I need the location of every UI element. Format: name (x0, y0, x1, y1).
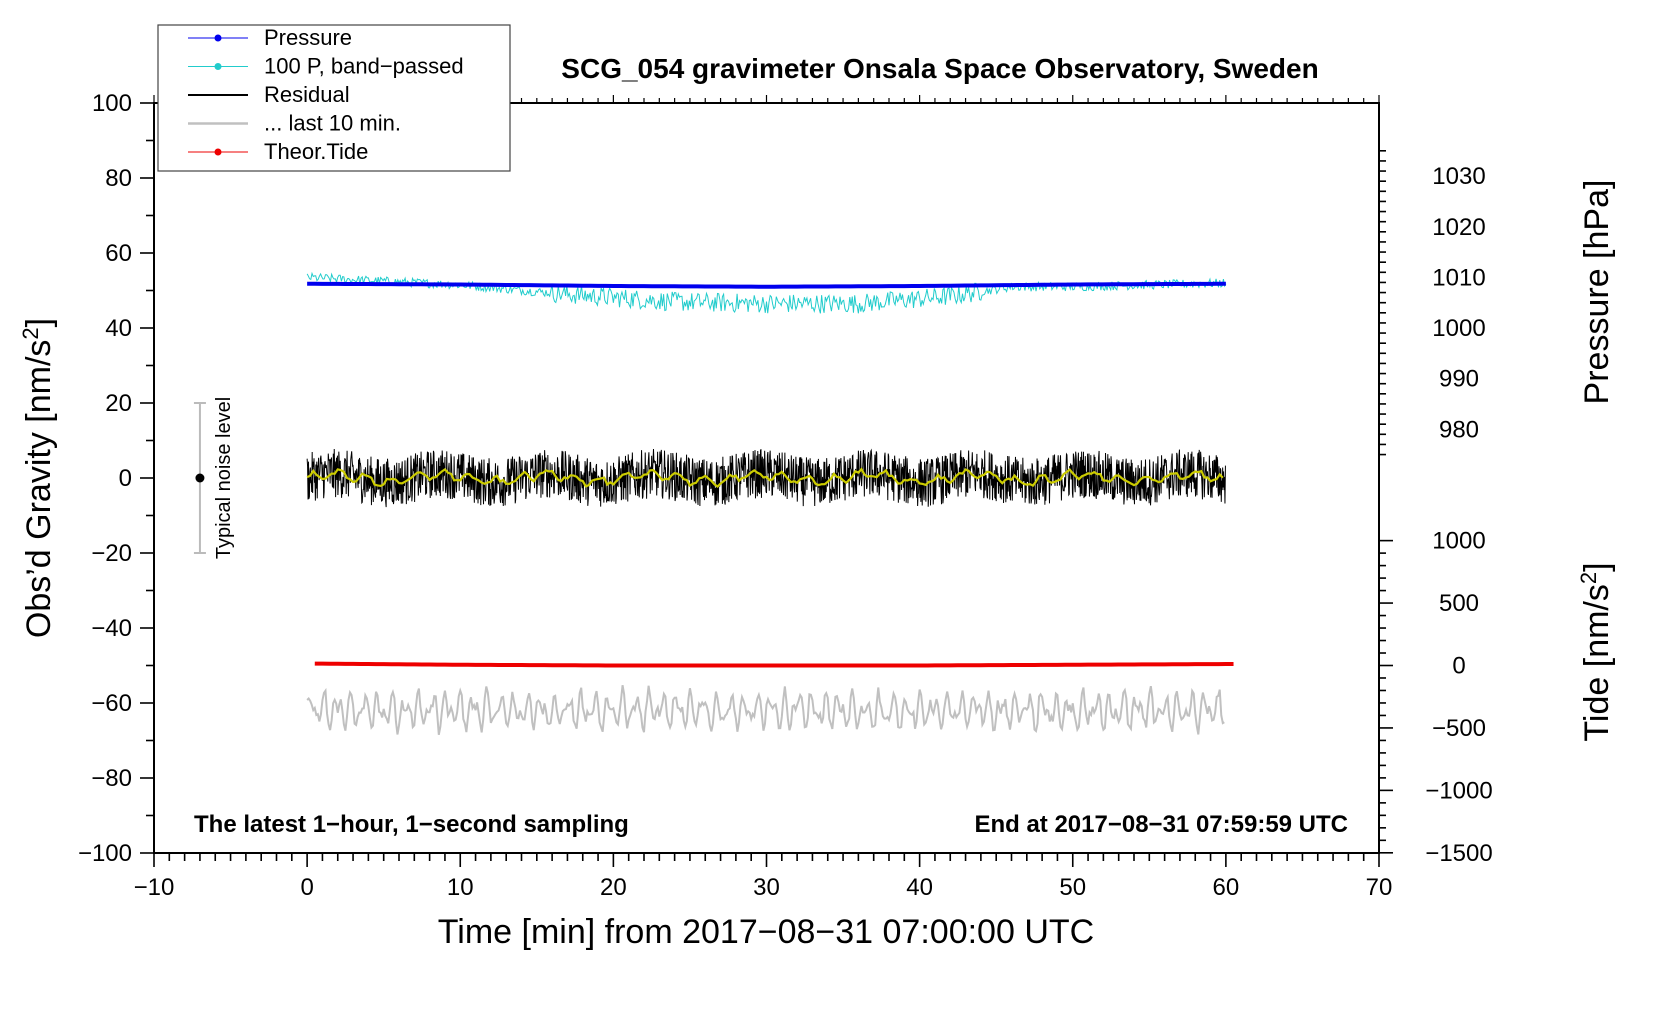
tide-axis-title-close: ] (1578, 562, 1616, 571)
y-tick-label: 0 (119, 465, 132, 492)
tide-tick-label: −500 (1432, 715, 1486, 742)
y-tick-label: −80 (91, 765, 132, 792)
y-axis-title: Obs’d Gravity [nm/s2] (18, 318, 59, 638)
pressure-tick-label: 980 (1439, 416, 1479, 443)
x-tick-label: 70 (1366, 874, 1393, 901)
x-axis-title: Time [min] from 2017−08−31 07:00:00 UTC (438, 913, 1094, 951)
series-theor-tide (314, 661, 1234, 668)
legend-dot-100-p-band-passed (214, 63, 222, 70)
series-group (306, 271, 1234, 736)
x-tick-label: −10 (134, 874, 175, 901)
series-residual-smoothed (306, 467, 1224, 488)
x-tick-label: 40 (906, 874, 933, 901)
y-tick-label: −100 (78, 840, 132, 867)
y-tick-label: 100 (92, 90, 132, 117)
series-last-10-min (306, 685, 1225, 736)
legend-label-last-10-min: ... last 10 min. (264, 111, 401, 136)
pressure-tick-label: 1030 (1432, 163, 1485, 190)
tide-tick-label: 1000 (1432, 528, 1485, 555)
legend-label-theor-tide: Theor.Tide (264, 139, 368, 164)
pressure-tick-label: 990 (1439, 366, 1479, 393)
y-axis-title-close: ] (20, 318, 58, 327)
pressure-tick-label: 1000 (1432, 315, 1485, 342)
x-tick-label: 60 (1213, 874, 1240, 901)
y-tick-label: 20 (105, 390, 132, 417)
annotation-sampling: The latest 1−hour, 1−second sampling (194, 811, 629, 838)
legend: Pressure 100 P, band−passed Residual ... la… (157, 24, 511, 172)
legend-label-pressure: Pressure (264, 25, 352, 50)
x-tick-label: 0 (300, 874, 313, 901)
noise-level-label: Typical noise level (213, 397, 235, 559)
y-tick-label: 60 (105, 240, 132, 267)
tide-tick-label: −1000 (1425, 777, 1492, 804)
series-residual (306, 448, 1226, 508)
y-tick-label: −20 (91, 540, 132, 567)
series-pressure (307, 281, 1226, 289)
legend-label-100-p-band-passed: 100 P, band−passed (264, 54, 464, 79)
tide-axis-title-main: Tide [nm/s (1578, 584, 1616, 741)
pressure-tick-label: 1010 (1432, 264, 1485, 291)
x-tick-label: 10 (447, 874, 474, 901)
legend-box (157, 24, 511, 172)
chart-title: SCG_054 gravimeter Onsala Space Observat… (561, 53, 1318, 84)
noise-bar-point (195, 473, 205, 483)
legend-dot-pressure (214, 34, 222, 42)
tide-axis-title-sup: 2 (1576, 572, 1601, 584)
legend-label-residual: Residual (264, 82, 350, 107)
tide-axis-title: Tide [nm/s2] (1576, 562, 1617, 741)
annotation-end-time: End at 2017−08−31 07:59:59 UTC (974, 811, 1348, 838)
x-tick-label: 50 (1059, 874, 1086, 901)
noise-level-indicator: Typical noise level (193, 397, 235, 559)
pressure-axis-title: Pressure [hPa] (1578, 180, 1616, 405)
x-tick-label: 30 (753, 874, 780, 901)
axes-group: −10 0 10 20 30 40 50 60 70−100−80−60−40−20020406… (78, 90, 1493, 901)
y-tick-label: 80 (105, 165, 132, 192)
tide-tick-label: 500 (1439, 590, 1479, 617)
y-tick-label: −40 (91, 615, 132, 642)
y-tick-label: 40 (105, 315, 132, 342)
tide-tick-label: 0 (1452, 653, 1465, 680)
x-tick-label: 20 (600, 874, 627, 901)
y-tick-label: −60 (91, 690, 132, 717)
pressure-tick-label: 1020 (1432, 214, 1485, 241)
y-axis-title-main: Obs’d Gravity [nm/s (20, 340, 58, 639)
tide-tick-label: −1500 (1425, 840, 1492, 867)
y-axis-title-sup: 2 (18, 327, 43, 339)
legend-dot-theor-tide (214, 148, 222, 156)
